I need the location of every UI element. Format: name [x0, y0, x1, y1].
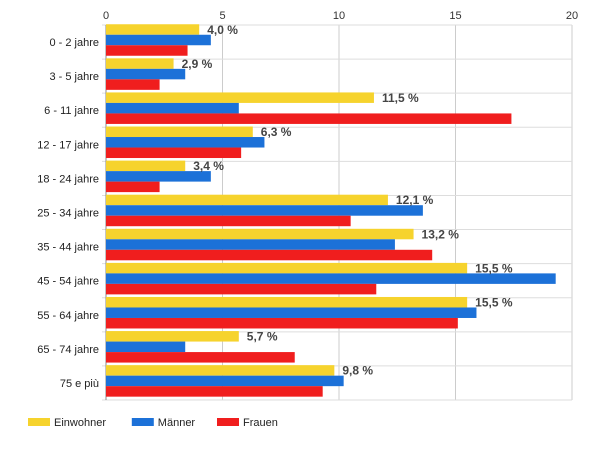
bar-einwohner — [106, 126, 253, 138]
bar-m-nner — [106, 375, 344, 387]
x-tick-label: 0 — [103, 10, 109, 22]
bar-m-nner — [106, 102, 239, 114]
data-label: 9,8 % — [342, 364, 373, 378]
legend-label: Einwohner — [54, 417, 106, 429]
bar-frauen — [106, 215, 351, 227]
bar-einwohner — [106, 296, 468, 308]
data-label: 11,5 % — [382, 91, 419, 105]
data-label: 2,9 % — [182, 57, 213, 71]
data-label: 15,5 % — [475, 261, 513, 275]
x-tick-label: 20 — [566, 10, 578, 22]
data-label: 15,5 % — [475, 295, 513, 309]
category-label: 6 - 11 jahre — [44, 105, 99, 117]
bar-einwohner — [106, 331, 239, 342]
category-label: 65 - 74 jahre — [37, 344, 99, 356]
bar-m-nner — [106, 137, 265, 148]
category-label: 0 - 2 jahre — [49, 37, 99, 49]
bar-frauen — [106, 45, 188, 56]
bar-frauen — [106, 113, 512, 124]
bar-einwohner — [106, 58, 174, 69]
category-label: 45 - 54 jahre — [37, 276, 99, 288]
bar-einwohner — [106, 194, 388, 206]
category-label: 35 - 44 jahre — [37, 242, 99, 254]
x-tick-label: 5 — [219, 10, 225, 22]
category-label: 3 - 5 jahre — [49, 71, 99, 83]
legend-swatch — [28, 418, 50, 426]
x-tick-label: 10 — [333, 10, 345, 22]
bar-frauen — [106, 249, 433, 261]
legend-swatch — [217, 418, 239, 426]
bar-m-nner — [106, 239, 395, 250]
bar-m-nner — [106, 68, 186, 80]
category-label: 12 - 17 jahre — [37, 139, 99, 151]
bar-m-nner — [106, 273, 556, 284]
bar-einwohner — [106, 228, 414, 240]
bar-einwohner — [106, 92, 374, 103]
bar-frauen — [106, 386, 323, 397]
legend-label: Männer — [158, 417, 196, 429]
bar-einwohner — [106, 160, 186, 172]
bar-frauen — [106, 352, 295, 363]
data-label: 4,0 % — [207, 23, 238, 37]
data-label: 3,4 % — [193, 159, 224, 173]
category-label: 18 - 24 jahre — [37, 173, 99, 185]
bar-einwohner — [106, 365, 335, 376]
legend-swatch — [131, 418, 154, 426]
category-label: 75 e più — [60, 378, 99, 390]
bar-frauen — [106, 181, 160, 193]
bar-m-nner — [106, 171, 211, 182]
bar-m-nner — [106, 205, 423, 216]
data-label: 12,1 % — [396, 193, 434, 207]
x-tick-label: 15 — [449, 10, 461, 22]
bar-frauen — [106, 317, 458, 329]
category-label: 25 - 34 jahre — [37, 208, 99, 220]
category-label: 55 - 64 jahre — [37, 310, 99, 322]
legend-label: Frauen — [243, 417, 278, 429]
bar-frauen — [106, 79, 160, 90]
bar-einwohner — [106, 262, 468, 274]
bar-frauen — [106, 147, 242, 159]
data-label: 6,3 % — [261, 125, 292, 139]
bar-m-nner — [106, 34, 211, 46]
bar-m-nner — [106, 341, 186, 353]
bar-einwohner — [106, 24, 200, 35]
data-label: 5,7 % — [247, 330, 278, 344]
bar-frauen — [106, 283, 377, 295]
bar-m-nner — [106, 307, 477, 318]
data-label: 13,2 % — [422, 227, 460, 241]
